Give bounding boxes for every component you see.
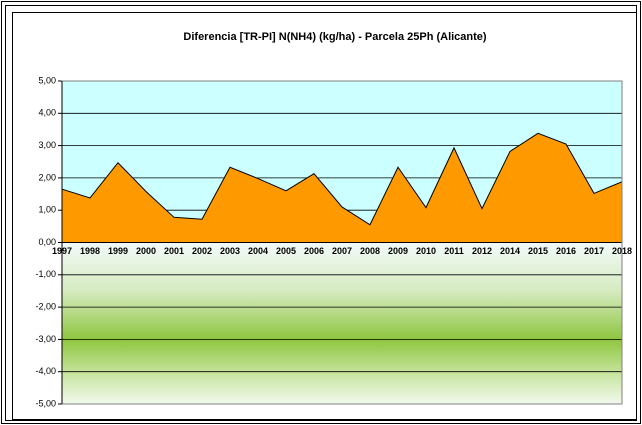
x-tick-label: 2005 (276, 246, 296, 256)
y-tick-label: 2,00 (38, 172, 56, 182)
x-tick-label: 2012 (472, 246, 492, 256)
area (61, 132, 623, 243)
x-tick-label: 2015 (528, 246, 548, 256)
chart-title: Diferencia [TR-PI] N(NH4) (kg/ha) - Parc… (183, 31, 487, 43)
y-tick-label: 4,00 (38, 108, 56, 118)
x-tick-label: 2010 (416, 246, 436, 256)
y-tick-label: 5,00 (38, 75, 56, 85)
y-tick-label: -4,00 (35, 366, 56, 376)
y-tick-label: -3,00 (35, 334, 56, 344)
x-tick-label: 2009 (388, 246, 408, 256)
y-tick-label: 1,00 (38, 205, 56, 215)
x-tick-label: 1998 (80, 246, 100, 256)
x-tick-label: 2001 (164, 246, 184, 256)
y-tick-label: -2,00 (35, 301, 56, 311)
x-tick-label: 2007 (332, 246, 352, 256)
y-tick-label: 0,00 (38, 237, 56, 247)
plot-negative-bg (62, 242, 622, 404)
y-tick-label: -5,00 (35, 398, 56, 408)
y-tick-label: 3,00 (38, 140, 56, 150)
x-tick-label: 2017 (584, 246, 604, 256)
x-tick-label: 2016 (556, 246, 576, 256)
x-tick-label: 2004 (248, 246, 268, 256)
x-tick-label: 2003 (220, 246, 240, 256)
x-tick-label: 2006 (304, 246, 324, 256)
x-tick-label: 2000 (136, 246, 156, 256)
y-tick-label: -1,00 (35, 269, 56, 279)
x-tick-label: 2011 (444, 246, 464, 256)
x-tick-label: 2002 (192, 246, 212, 256)
x-tick-label: 1999 (108, 246, 128, 256)
x-tick-label: 2008 (360, 246, 380, 256)
x-tick-label: 2014 (500, 246, 520, 256)
